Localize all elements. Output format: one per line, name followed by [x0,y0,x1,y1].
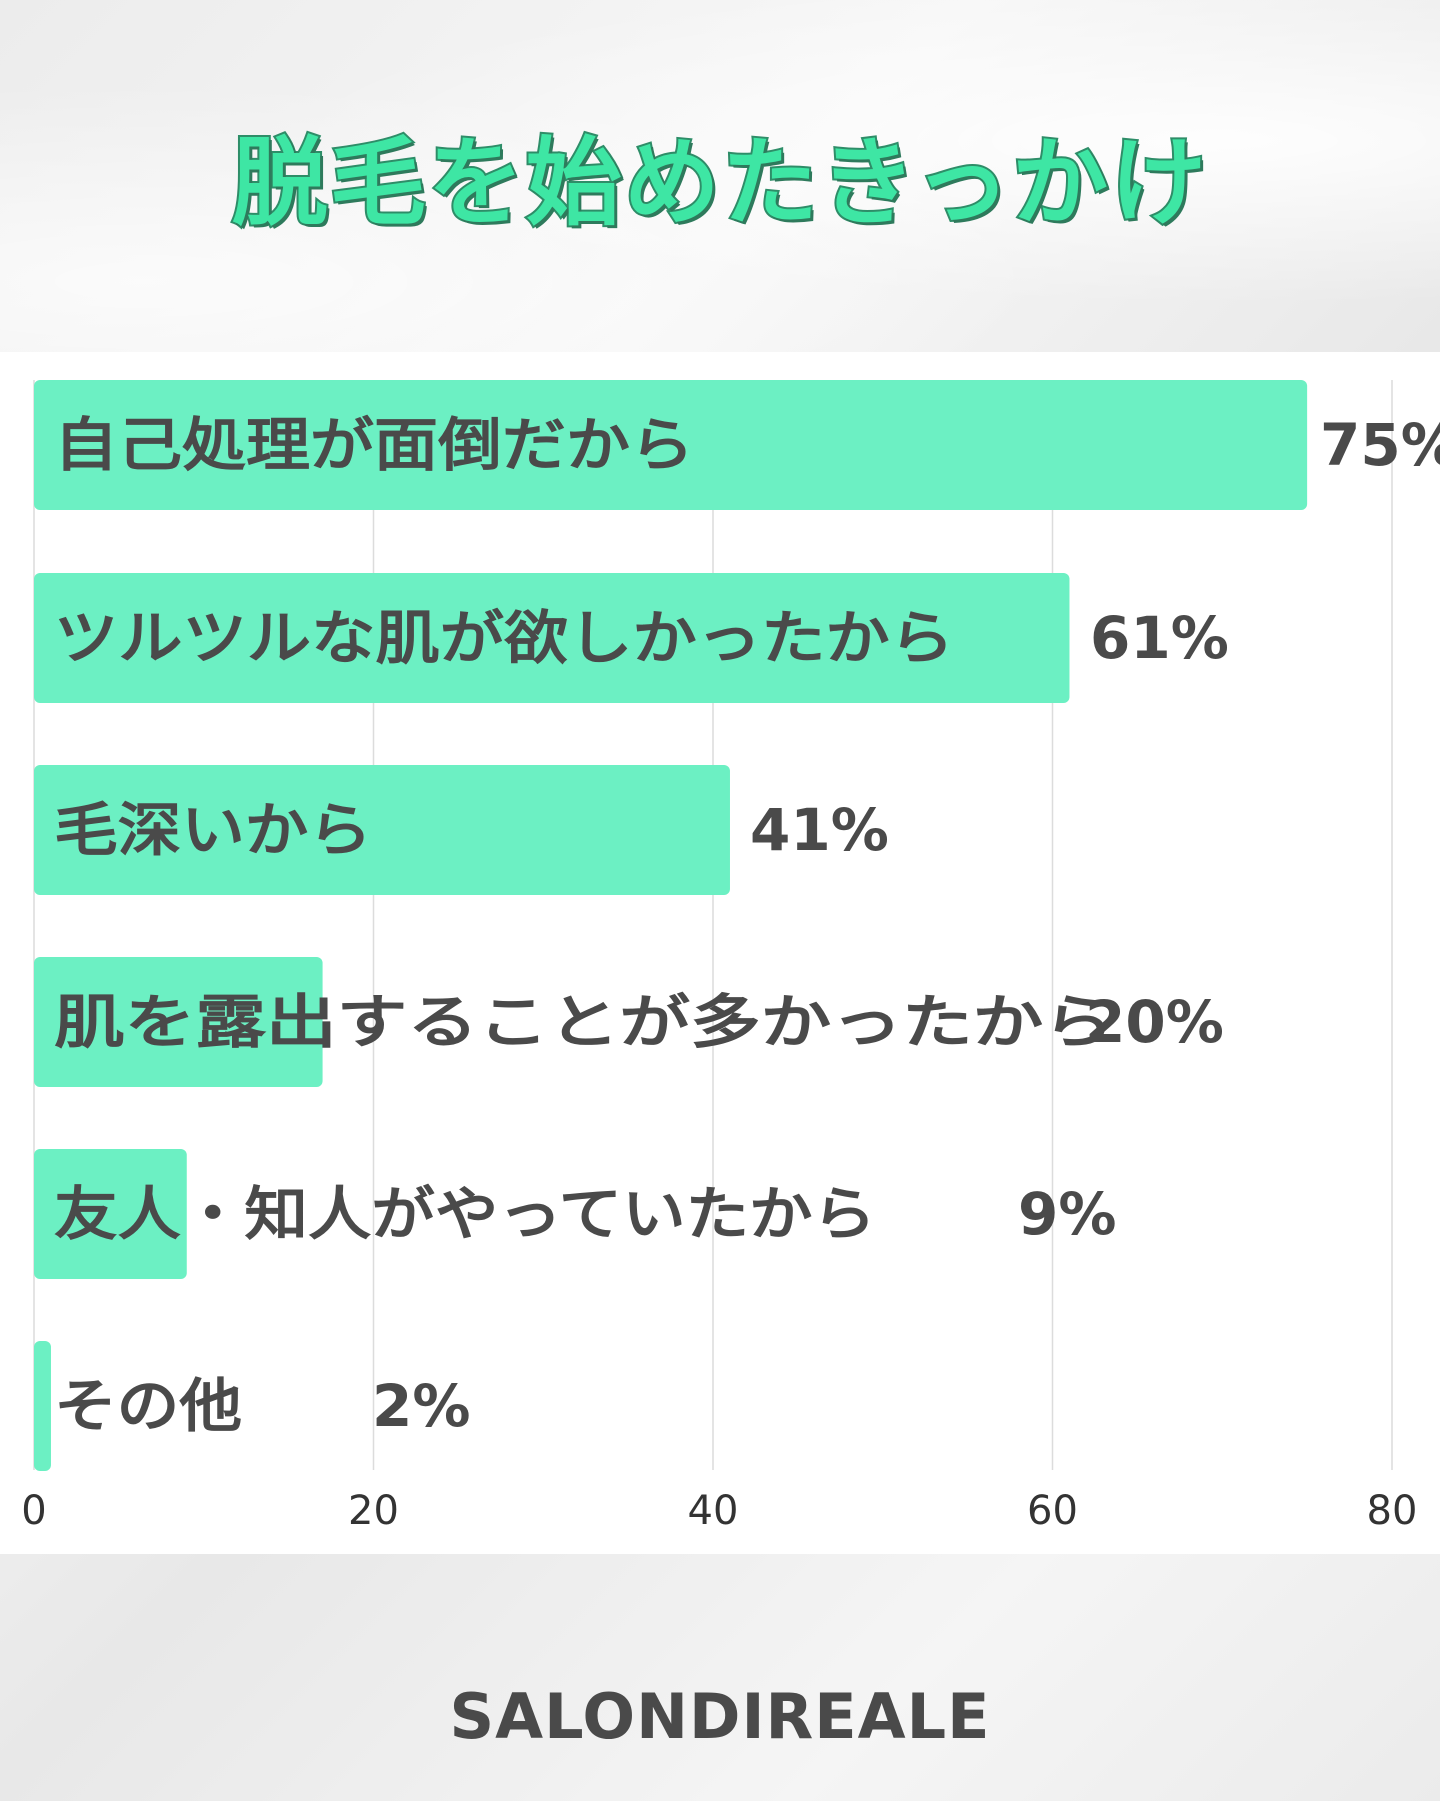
x-tick-label: 0 [21,1488,46,1534]
data-label: 75% [1320,411,1440,479]
data-label: 41% [750,796,889,864]
category-label: 自己処理が面倒だから [54,411,694,479]
category-label: 毛深いから [54,796,372,864]
bar [34,1341,51,1471]
x-tick-label: 60 [1027,1488,1078,1534]
bar [34,765,730,895]
chart-panel: 0 20 40 60 80 自己処理が面倒だからツルツルな肌が欲しかったから 毛深いから肌を… [0,352,1440,1554]
data-label: 9% [1018,1180,1116,1248]
bar [34,380,1308,510]
data-label: 2% [372,1372,470,1440]
data-label: 61% [1090,604,1229,672]
header-background [0,0,1440,352]
category-label: 友人・知人がやっていたから [54,1180,876,1248]
category-label: ツルツルな肌が欲しかったから [54,604,954,672]
data-label: 20% [1085,988,1224,1056]
x-tick-label: 40 [688,1488,739,1534]
x-tick-label: 80 [1367,1488,1418,1534]
bar [34,957,323,1087]
x-tick-label: 20 [348,1488,399,1534]
bar [34,1149,187,1279]
category-label: 肌を露出することが多かったから [54,988,1114,1056]
bar [34,573,1070,703]
bar-chart: 0 20 40 60 80 自己処理が面倒だからツルツルな肌が欲しかったから毛深いから肌を… [21,380,1440,1534]
brand-label: SALONDIREALE [449,1680,991,1753]
page-title: 脱毛を始めたきっかけ [230,125,1209,241]
category-label: その他 [54,1372,242,1440]
